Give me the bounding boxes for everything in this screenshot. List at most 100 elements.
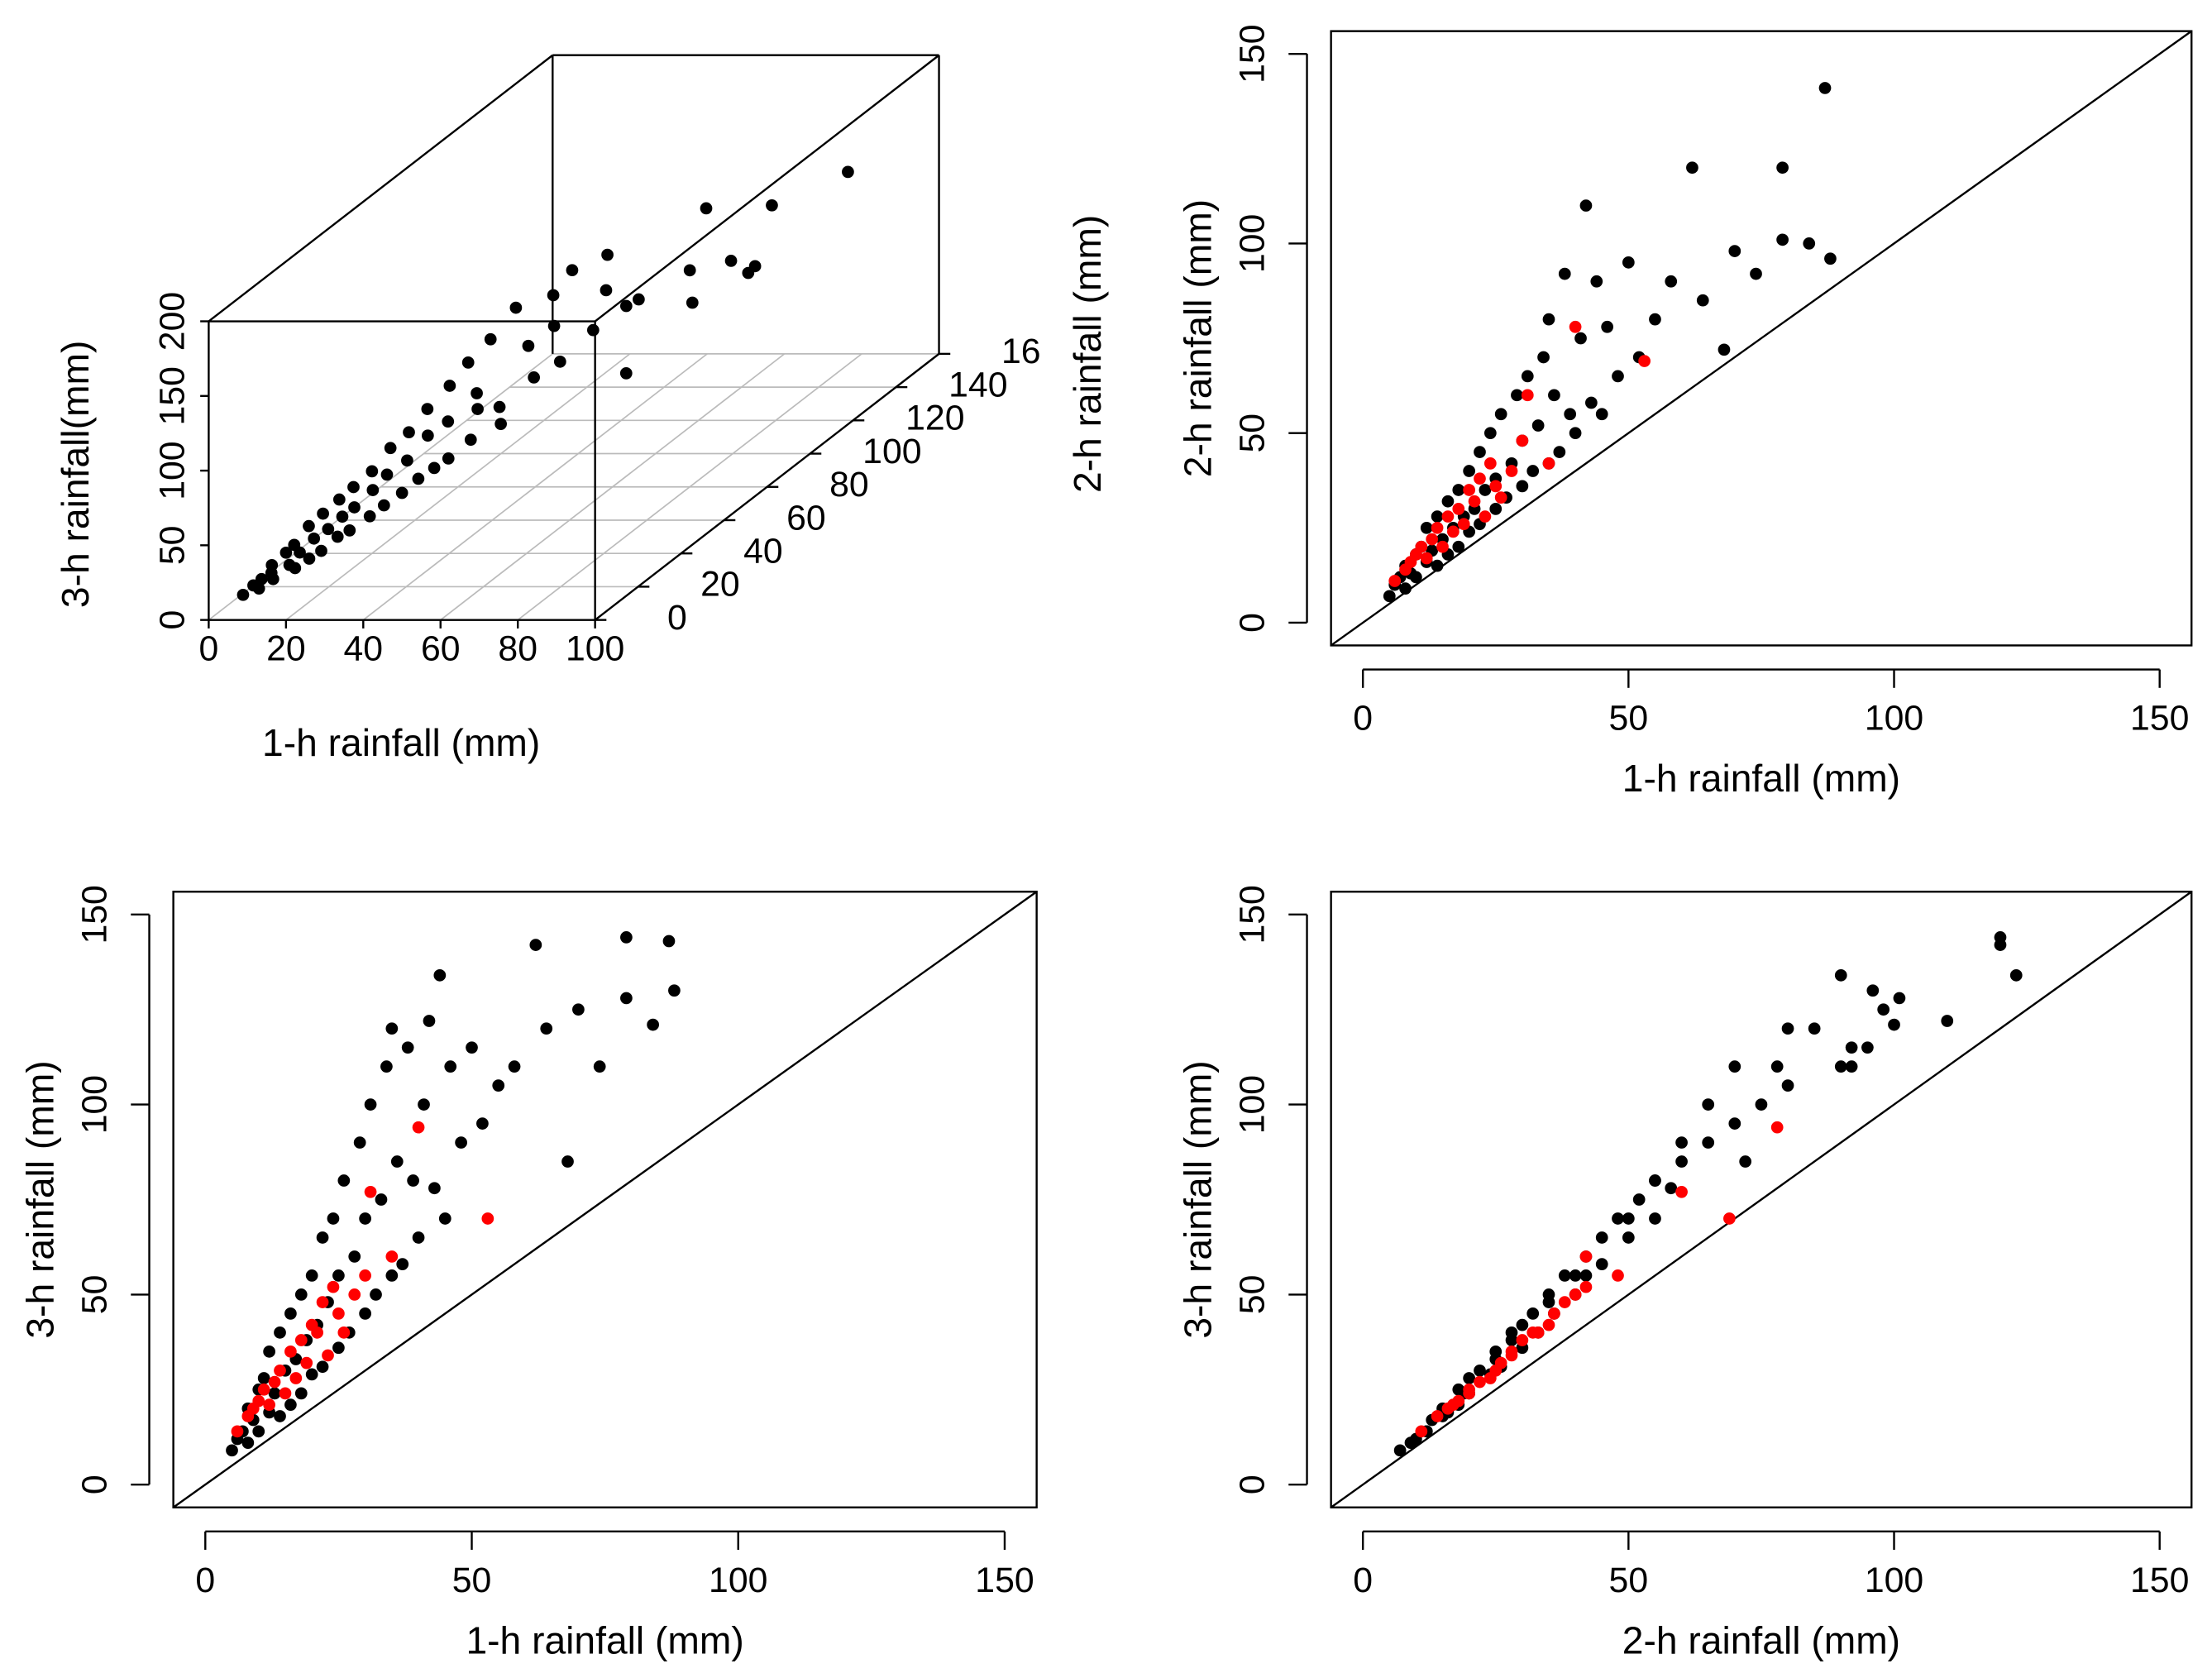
point [619,299,633,313]
z-axis-label: 3-h rainfall(mm) [54,341,97,608]
point [1739,1155,1752,1168]
point [1696,294,1709,307]
point [274,1410,286,1422]
point [1569,1269,1582,1282]
y-tick-label: 140 [948,365,1007,404]
point [1558,1296,1571,1308]
x-tick-label: 60 [421,629,461,669]
point [1834,968,1847,982]
point [348,501,361,514]
point [493,400,506,413]
point [348,1288,361,1301]
point [315,544,327,557]
point [1750,267,1762,280]
point [279,546,293,559]
y-tick-label: 0 [1233,1475,1273,1494]
grid-line [440,353,786,621]
x-tick-label: 100 [1865,1561,1923,1600]
point [231,1425,244,1438]
point [395,486,408,500]
point [1702,1136,1715,1149]
point [522,339,535,352]
point [1431,521,1444,534]
point [303,519,315,533]
point [363,509,376,523]
point [284,1307,297,1320]
point [433,968,447,982]
point [375,1193,388,1206]
z-tick-label: 0 [153,610,193,630]
point [423,1015,436,1027]
y-axis-label: 2-h rainfall (mm) [1066,215,1109,493]
point [494,418,507,430]
point [686,296,699,309]
point [366,484,380,496]
point [305,1269,318,1282]
y-axis-label: 2-h rainfall (mm) [1176,199,1219,477]
point [316,1360,329,1374]
z-tick-label: 50 [153,526,193,566]
point [1489,480,1503,493]
point [471,403,484,415]
point [1877,1003,1890,1016]
point [364,1098,377,1111]
point [421,429,434,442]
plot-box [172,891,1038,1508]
point [322,1349,334,1362]
x-tick-label: 100 [566,629,624,669]
point [566,264,579,277]
point [226,1444,238,1457]
point [316,1231,329,1244]
point [1494,408,1507,421]
point [332,1307,345,1320]
point [353,1136,366,1149]
point [268,1375,281,1389]
point [252,1425,265,1438]
point [528,371,540,384]
point [620,992,633,1005]
y-tick-label: 0 [74,1475,114,1494]
point [1494,491,1507,504]
point [289,562,302,575]
point [444,1060,457,1073]
point [294,1334,308,1346]
point [343,524,356,537]
point [1579,199,1593,212]
box-edge [208,54,554,323]
x-tick-label: 0 [195,1561,215,1600]
point [263,1398,275,1412]
point [336,510,349,523]
point [1803,237,1816,250]
point [1463,1387,1475,1400]
point [1569,320,1582,333]
point [289,1372,303,1384]
point [1590,275,1603,288]
point [1494,1356,1507,1369]
point [1426,533,1439,546]
point [1521,389,1534,402]
point [311,1326,323,1339]
point [332,493,346,506]
y-tick-label: 50 [1233,1275,1273,1315]
y-tick-label: 150 [1233,885,1273,944]
point [766,198,778,212]
point [1542,457,1555,470]
y-tick-label: 100 [1233,1075,1273,1134]
point [268,1387,281,1400]
point [305,1368,318,1381]
point [316,1296,329,1308]
point [1622,1231,1635,1244]
point [481,1212,494,1225]
point [1452,503,1465,515]
point [464,433,477,447]
plot-box [1330,30,2193,647]
point [347,480,360,494]
point [1463,484,1475,496]
point [1781,1022,1794,1035]
x-tick-label: 100 [709,1561,767,1600]
point [294,1387,308,1400]
point [401,1041,414,1054]
point [1728,245,1741,257]
point [303,552,316,565]
y-tick-label: 150 [1233,24,1273,83]
